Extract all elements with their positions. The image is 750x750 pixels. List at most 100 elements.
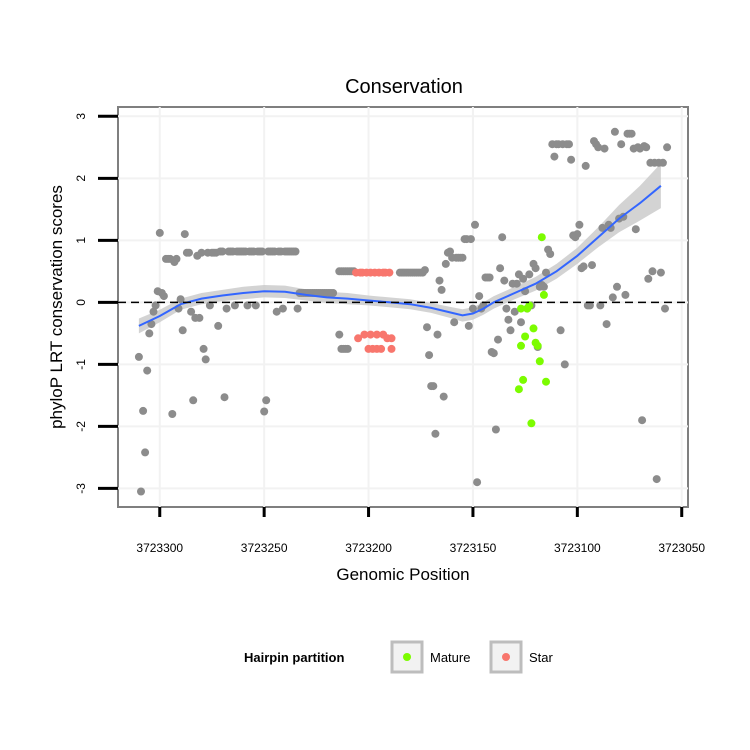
- point-background: [567, 155, 576, 164]
- y-tick-label: 3: [74, 113, 88, 120]
- points-layer: [134, 127, 672, 496]
- point-background: [602, 320, 611, 329]
- point-background: [141, 448, 150, 457]
- point-background: [435, 276, 444, 285]
- grid-lines: [118, 107, 688, 507]
- point-background: [491, 425, 500, 434]
- point-background: [496, 264, 505, 273]
- point-background: [525, 270, 534, 279]
- point-background: [450, 318, 459, 327]
- point-background: [425, 351, 434, 360]
- point-background: [441, 259, 450, 268]
- point-background: [199, 344, 208, 353]
- point-background: [222, 304, 231, 313]
- point-star: [385, 268, 394, 277]
- point-background: [218, 247, 227, 256]
- point-background: [485, 273, 494, 282]
- point-background: [205, 301, 214, 310]
- point-mature: [523, 304, 532, 313]
- y-tick-label: -3: [74, 483, 88, 494]
- point-mature: [517, 341, 525, 350]
- point-mature: [529, 324, 538, 333]
- point-background: [134, 352, 143, 361]
- point-background: [613, 282, 621, 291]
- point-background: [517, 318, 525, 327]
- point-background: [606, 223, 615, 232]
- point-background: [189, 396, 198, 405]
- point-background: [560, 360, 569, 369]
- point-background: [243, 301, 252, 310]
- point-background: [519, 274, 528, 283]
- point-background: [585, 301, 594, 310]
- point-star: [366, 330, 375, 339]
- chart-title: Conservation: [345, 76, 463, 98]
- point-background: [494, 335, 502, 344]
- point-background: [468, 304, 477, 313]
- point-background: [429, 382, 438, 391]
- point-mature: [542, 377, 550, 386]
- point-background: [293, 304, 302, 313]
- point-mature: [537, 233, 546, 242]
- y-tick-label: -2: [74, 421, 88, 432]
- smooth-line: [138, 185, 662, 327]
- point-background: [512, 279, 521, 288]
- point-background: [230, 301, 239, 310]
- point-background: [575, 220, 584, 229]
- point-background: [498, 233, 507, 242]
- point-background: [420, 266, 429, 275]
- legend-dot-star: [502, 653, 510, 661]
- point-background: [168, 410, 177, 418]
- point-background: [594, 143, 603, 152]
- point-background: [546, 250, 555, 258]
- legend-title: Hairpin partition: [244, 650, 344, 665]
- point-background: [437, 285, 446, 294]
- point-background: [642, 143, 651, 152]
- point-background: [176, 295, 185, 304]
- point-star: [387, 334, 396, 343]
- legend-label-star: Star: [529, 650, 554, 665]
- legend: Hairpin partition Mature Star: [244, 640, 554, 674]
- point-background: [151, 301, 160, 310]
- y-axis: -3 -2 -1 0 1 2 3: [74, 113, 118, 494]
- point-background: [423, 323, 431, 332]
- point-background: [598, 223, 607, 232]
- point-background: [579, 262, 588, 271]
- point-background: [610, 127, 619, 136]
- point-background: [197, 248, 206, 257]
- point-background: [258, 247, 267, 256]
- point-background: [178, 326, 187, 335]
- point-background: [145, 329, 154, 338]
- point-background: [431, 429, 440, 438]
- point-background: [260, 407, 269, 416]
- point-background: [458, 253, 467, 262]
- point-background: [329, 289, 338, 297]
- x-tick-label: 3723300: [136, 541, 183, 555]
- point-background: [149, 307, 158, 316]
- point-star: [377, 344, 386, 353]
- point-background: [648, 267, 657, 276]
- point-background: [663, 143, 672, 152]
- point-background: [464, 321, 473, 330]
- point-background: [510, 307, 519, 316]
- point-background: [573, 230, 582, 239]
- point-background: [159, 292, 168, 301]
- point-background: [214, 321, 223, 330]
- point-mature: [521, 332, 530, 341]
- point-background: [596, 301, 605, 310]
- point-background: [531, 264, 540, 273]
- point-mature: [535, 357, 544, 366]
- legend-label-mature: Mature: [430, 650, 470, 665]
- point-background: [656, 268, 665, 277]
- point-background: [143, 366, 152, 375]
- point-background: [661, 304, 669, 313]
- point-background: [506, 326, 515, 335]
- x-axis: 3723300 3723250 3723200 3723150 3723100 37230…: [136, 507, 705, 555]
- y-axis-title: phyloP LRT conservation scores: [47, 185, 66, 429]
- point-background: [489, 349, 498, 358]
- point-mature: [517, 304, 525, 313]
- point-background: [262, 396, 271, 405]
- point-background: [473, 478, 482, 487]
- x-axis-title: Genomic Position: [336, 565, 469, 584]
- point-background: [581, 161, 590, 170]
